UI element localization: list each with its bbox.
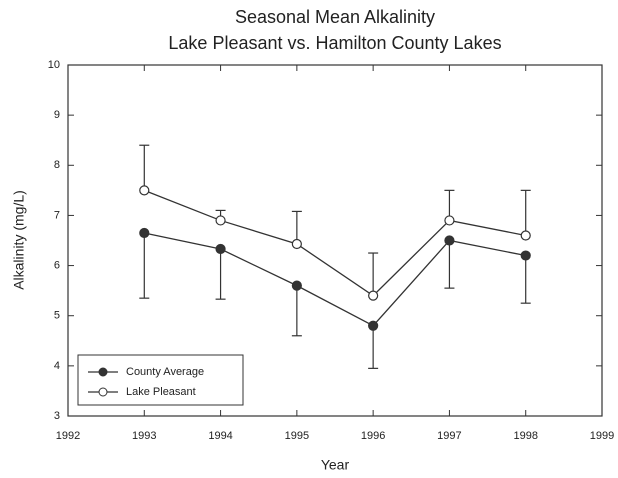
- x-tick-label: 1998: [513, 430, 537, 442]
- data-point: [291, 238, 302, 250]
- data-point: [520, 230, 531, 241]
- y-tick-label: 5: [54, 310, 60, 322]
- legend-marker: [98, 387, 108, 397]
- series-line: [144, 189, 526, 297]
- data-point: [444, 235, 455, 246]
- data-point: [444, 215, 455, 226]
- y-tick-label: 9: [54, 109, 60, 121]
- data-point: [215, 243, 226, 255]
- x-tick-label: 1994: [208, 430, 232, 442]
- data-point: [368, 320, 379, 331]
- y-tick-label: 4: [54, 360, 60, 372]
- x-tick-label: 1995: [285, 430, 309, 442]
- y-tick-label: 6: [54, 259, 60, 271]
- y-tick-label: 3: [54, 410, 60, 422]
- x-tick-label: 1997: [437, 430, 461, 442]
- x-tick-label: 1999: [590, 430, 614, 442]
- legend-label: Lake Pleasant: [126, 386, 196, 398]
- data-point: [215, 215, 226, 226]
- chart-subtitle: Lake Pleasant vs. Hamilton County Lakes: [168, 33, 501, 53]
- legend-box: [77, 354, 244, 406]
- y-tick-label: 8: [54, 159, 60, 171]
- data-point: [139, 227, 150, 239]
- x-tick-label: 1993: [132, 430, 156, 442]
- legend-label: County Average: [126, 366, 204, 378]
- x-tick-label: 1996: [361, 430, 385, 442]
- series-line: [144, 232, 526, 327]
- y-axis-label: Alkalinity (mg/L): [11, 190, 27, 290]
- y-tick-label: 10: [48, 59, 60, 71]
- chart-title: Seasonal Mean Alkalinity: [235, 7, 435, 27]
- x-axis-label: Year: [321, 457, 350, 473]
- plot-frame: [67, 64, 603, 417]
- legend-marker: [98, 367, 108, 377]
- data-point: [291, 280, 302, 291]
- y-tick-label: 7: [54, 209, 60, 221]
- data-point: [368, 290, 379, 301]
- data-point: [139, 185, 150, 196]
- data-point: [520, 250, 531, 261]
- x-tick-label: 1992: [56, 430, 80, 442]
